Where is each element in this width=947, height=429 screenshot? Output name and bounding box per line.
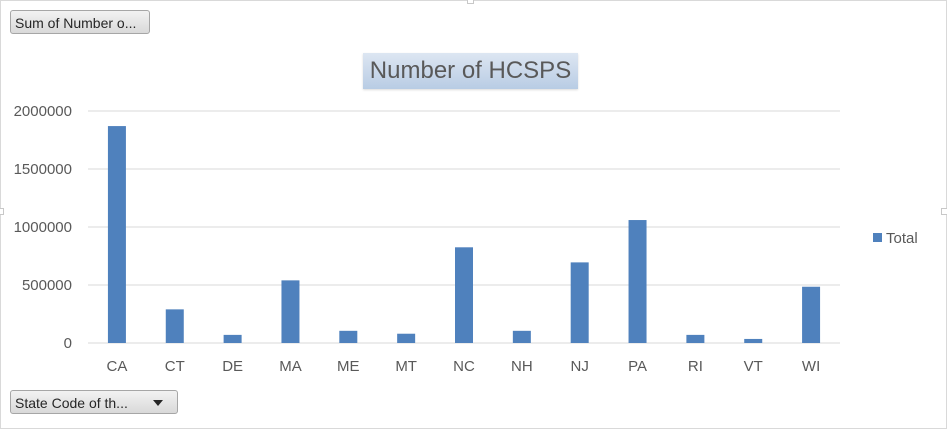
x-tick-label: MT [395, 358, 417, 375]
chart-title[interactable]: Number of HCSPS [363, 53, 578, 89]
legend[interactable]: Total [873, 231, 918, 247]
axis-field-button[interactable]: State Code of th... [10, 390, 178, 414]
legend-swatch [873, 233, 882, 242]
x-tick-label: CA [107, 358, 128, 375]
resize-handle-left[interactable] [0, 208, 4, 215]
bar-ri[interactable] [686, 334, 705, 343]
bar-ma[interactable] [281, 280, 300, 343]
dropdown-arrow-icon[interactable] [153, 400, 163, 406]
y-tick-label: 1000000 [14, 219, 72, 236]
x-axis-labels: CA CT DE MA ME MT NC NH NJ PA RI VT WI [107, 358, 821, 375]
x-tick-label: WI [802, 358, 820, 375]
resize-handle-right[interactable] [941, 208, 947, 215]
x-tick-label: NJ [571, 358, 589, 375]
x-tick-label: PA [628, 358, 647, 375]
bar-vt[interactable] [744, 338, 763, 343]
bar-de[interactable] [223, 334, 242, 343]
bar-nj[interactable] [570, 262, 589, 343]
values-field-button[interactable]: Sum of Number o... [10, 10, 150, 34]
y-tick-label: 2000000 [14, 103, 72, 120]
x-tick-label: ME [337, 358, 360, 375]
x-tick-label: CT [165, 358, 185, 375]
bar-nh[interactable] [512, 330, 531, 343]
y-tick-label: 500000 [22, 277, 72, 294]
bar-ct[interactable] [165, 309, 184, 343]
resize-handle-top[interactable] [467, 0, 474, 4]
y-tick-label: 1500000 [14, 161, 72, 178]
values-field-label: Sum of Number o... [15, 15, 137, 31]
legend-label-total: Total [886, 230, 918, 247]
x-tick-label: NH [511, 358, 533, 375]
x-tick-label: VT [744, 358, 763, 375]
bar-pa[interactable] [628, 220, 647, 343]
bar-nc[interactable] [455, 247, 473, 343]
axis-field-label: State Code of th... [15, 395, 128, 411]
bar-me[interactable] [339, 330, 358, 343]
x-tick-label: NC [453, 358, 475, 375]
bar-mt[interactable] [397, 333, 416, 343]
bar-wi[interactable] [802, 286, 821, 343]
x-tick-label: MA [279, 358, 302, 375]
y-axis-labels: 0 500000 1000000 1500000 2000000 [14, 103, 72, 352]
bar-ca[interactable] [107, 126, 126, 343]
x-tick-label: DE [222, 358, 243, 375]
y-tick-label: 0 [64, 335, 72, 352]
bars [107, 126, 821, 343]
x-tick-label: RI [688, 358, 703, 375]
